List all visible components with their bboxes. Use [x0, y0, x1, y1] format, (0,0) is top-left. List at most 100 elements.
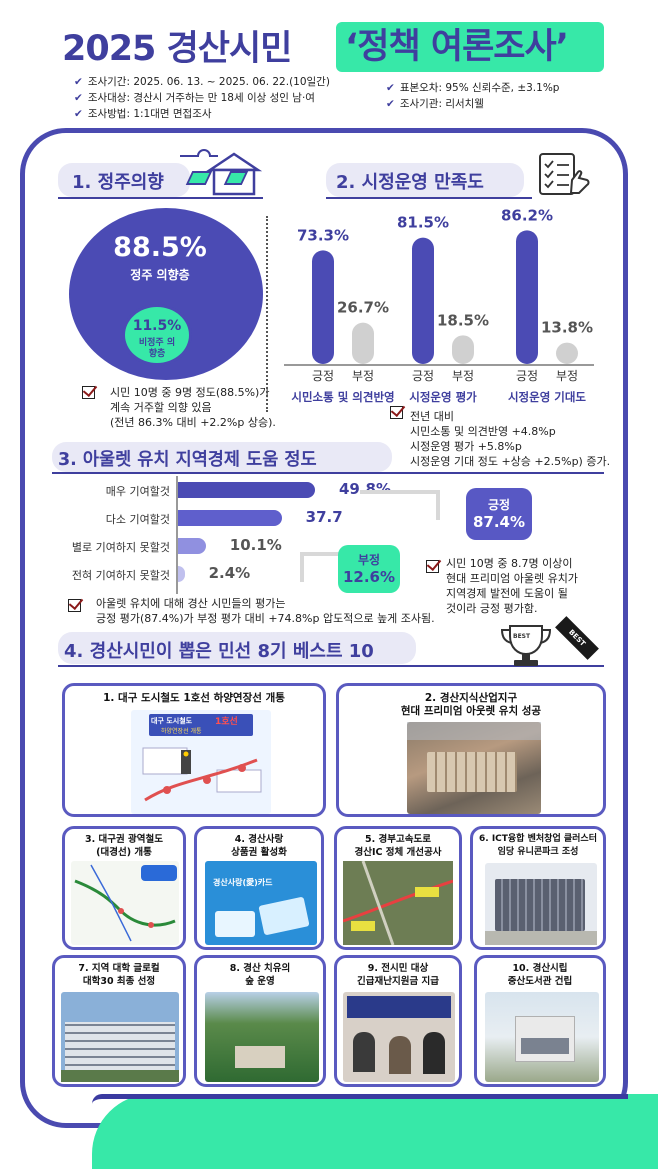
checkbox-icon: [68, 599, 81, 612]
section3-title-bg: [52, 442, 392, 472]
best-item-card: 9. 전시민 대상 긴급재난지원금 지급: [334, 955, 462, 1087]
check-icon: ✔: [386, 98, 395, 110]
negative-value-label: 26.7%: [337, 299, 389, 317]
positive-bar: [412, 237, 434, 364]
section1-title: 1. 정주의향: [72, 172, 164, 193]
positive-axis-label: 긍정: [412, 369, 434, 383]
premium-outlet-image: [407, 722, 541, 814]
negative-bar: [556, 342, 578, 364]
section-divider: [266, 216, 268, 412]
meta-item: ✔ 조사방법: 1:1대면 면접조사: [74, 108, 212, 120]
nonsettle-percent: 11.5%: [132, 318, 182, 334]
negative-value-label: 18.5%: [437, 311, 489, 329]
meta-left-list: ✔ 조사기간: 2025. 06. 13. ~ 2025. 06. 22.(10일…: [74, 74, 330, 122]
header-highlight-bg: [336, 22, 604, 72]
contribution-bar: [178, 510, 282, 526]
meta-item: ✔ 조사기관: 리서치웰: [386, 98, 484, 110]
contribution-category-label: 다소 기여할것: [105, 513, 170, 526]
section2-title: 2. 시정운영 만족도: [336, 172, 484, 193]
jungsan-library-image: [485, 992, 599, 1082]
nonsettle-label: 비정주 의향층: [138, 338, 176, 359]
positive-bar: [516, 230, 538, 364]
header-highlight-title: ‘정책 여론조사’: [345, 27, 569, 67]
section3-underline: [52, 472, 604, 474]
best-item-card: 8. 경산 치유의 숲 운영: [194, 955, 326, 1087]
positive-connector: [360, 490, 440, 520]
section1-note: 시민 10명 중 9명 정도(88.5%)가 계속 거주할 의향 있음 (전년 …: [110, 386, 276, 429]
group-label: 시민소통 및 의견반영: [291, 390, 394, 404]
contribution-bar: [178, 566, 185, 582]
contribution-value-label: 2.4%: [208, 564, 251, 582]
positive-axis-label: 긍정: [312, 369, 334, 383]
expressway-ic-aerial-image: [342, 860, 454, 946]
house-icon: [180, 149, 263, 196]
bottom-accent-band: [92, 1094, 658, 1169]
group-label: 시정운영 기대도: [508, 390, 586, 404]
section3-axis: [176, 476, 178, 594]
trophy-label: BEST: [513, 633, 531, 640]
contribution-value-label: 37.7: [305, 508, 343, 526]
meta-right-list: ✔ 표본오차: 95% 신뢰수준, ±3.1%p ✔ 조사기관: 리서치웰: [386, 80, 559, 112]
negative-value-label: 13.8%: [541, 319, 593, 337]
section2-title-bg: [326, 163, 524, 197]
bottom-accent-edge: [92, 1094, 628, 1104]
positive-axis-label: 긍정: [516, 369, 538, 383]
best-item-card: 7. 지역 대학 글로컬 대학30 최종 선정: [52, 955, 186, 1087]
section1-title-bg: [58, 163, 190, 197]
negative-axis-label: 부정: [352, 369, 374, 383]
regional-rail-map-image: [71, 861, 179, 945]
meta-item: ✔ 조사기간: 2025. 06. 13. ~ 2025. 06. 22.(10일…: [74, 76, 330, 88]
contribution-category-label: 매우 기여할것: [105, 485, 170, 498]
section3-note-bottom: 아울렛 유치에 대해 경산 시민들의 평가는 긍정 평가(87.4%)가 부정 …: [96, 597, 435, 625]
best-item-card: 1. 대구 도시철도 1호선 하양연장선 개통 대구 도시철도 1호선 하양연장…: [62, 683, 326, 817]
positive-value-label: 73.3%: [297, 226, 349, 244]
section4-underline: [58, 665, 604, 667]
contribution-bar: [178, 538, 206, 554]
best-item-card: 3. 대구권 광역철도 (대경선) 개통: [62, 826, 186, 950]
negative-axis-label: 부정: [556, 369, 578, 383]
local-currency-card-image: 경산사랑(愛)카드: [205, 861, 317, 945]
nonsettle-circle: [122, 304, 192, 366]
check-icon: ✔: [386, 82, 395, 94]
section4-title: 4. 경산시민이 뽑은 민선 8기 베스트 10: [64, 641, 374, 662]
contribution-category-label: 전혀 기여하지 못할것: [71, 569, 170, 582]
contribution-category-label: 별로 기여하지 못할것: [71, 541, 170, 554]
healing-forest-image: [205, 992, 319, 1082]
unicorn-park-building-image: [485, 863, 597, 945]
group-label: 시정운영 평가: [409, 390, 477, 404]
best-item-card: 2. 경산지식산업지구 현대 프리미엄 아웃렛 유치 성공: [336, 683, 606, 817]
header-title: 2025 경산시민: [62, 29, 292, 69]
check-icon: ✔: [74, 108, 83, 120]
meta-item: ✔ 조사대상: 경산시 거주하는 만 18세 이상 성인 남·여: [74, 92, 315, 104]
section3-title: 3. 아울렛 유치 지역경제 도움 정도: [58, 450, 317, 470]
best-item-card: 4. 경산사랑 상품권 활성화 경산사랑(愛)카드: [194, 826, 324, 950]
positive-badge: 긍정 87.4%: [466, 488, 532, 540]
meta-item: ✔ 표본오차: 95% 신뢰수준, ±3.1%p: [386, 82, 560, 94]
checkbox-icon: [426, 560, 439, 573]
section2-chart-baseline: [284, 364, 594, 366]
settle-percent: 88.5%: [113, 232, 207, 263]
negative-connector: [300, 552, 340, 582]
check-icon: ✔: [74, 92, 83, 104]
negative-bar: [352, 322, 374, 364]
section2-underline: [326, 197, 532, 199]
negative-badge: 부정 12.6%: [338, 545, 400, 593]
negative-axis-label: 부정: [452, 369, 474, 383]
contribution-value-label: 10.1%: [229, 536, 282, 554]
checkbox-icon: [390, 406, 403, 419]
settle-label: 정주 의향층: [130, 268, 190, 282]
metro-extension-image: 대구 도시철도 1호선 하양연장선 개통: [131, 710, 271, 814]
negative-bar: [452, 335, 474, 364]
positive-value-label: 86.2%: [501, 206, 553, 224]
best-item-card: 10. 경산시립 중산도서관 건립: [474, 955, 606, 1087]
survey-clipboard-icon: [539, 153, 590, 195]
trophy-icon: [500, 625, 552, 666]
section1-underline: [58, 197, 263, 199]
positive-value-label: 81.5%: [397, 214, 449, 232]
section4-title-bg: [58, 632, 416, 664]
checkbox-icon: [82, 386, 95, 399]
glocal-university-image: [61, 992, 179, 1082]
section3-note-right: 시민 10명 중 8.7명 이상이 현대 프리미엄 아울렛 유치가 지역경제 발…: [446, 557, 578, 615]
